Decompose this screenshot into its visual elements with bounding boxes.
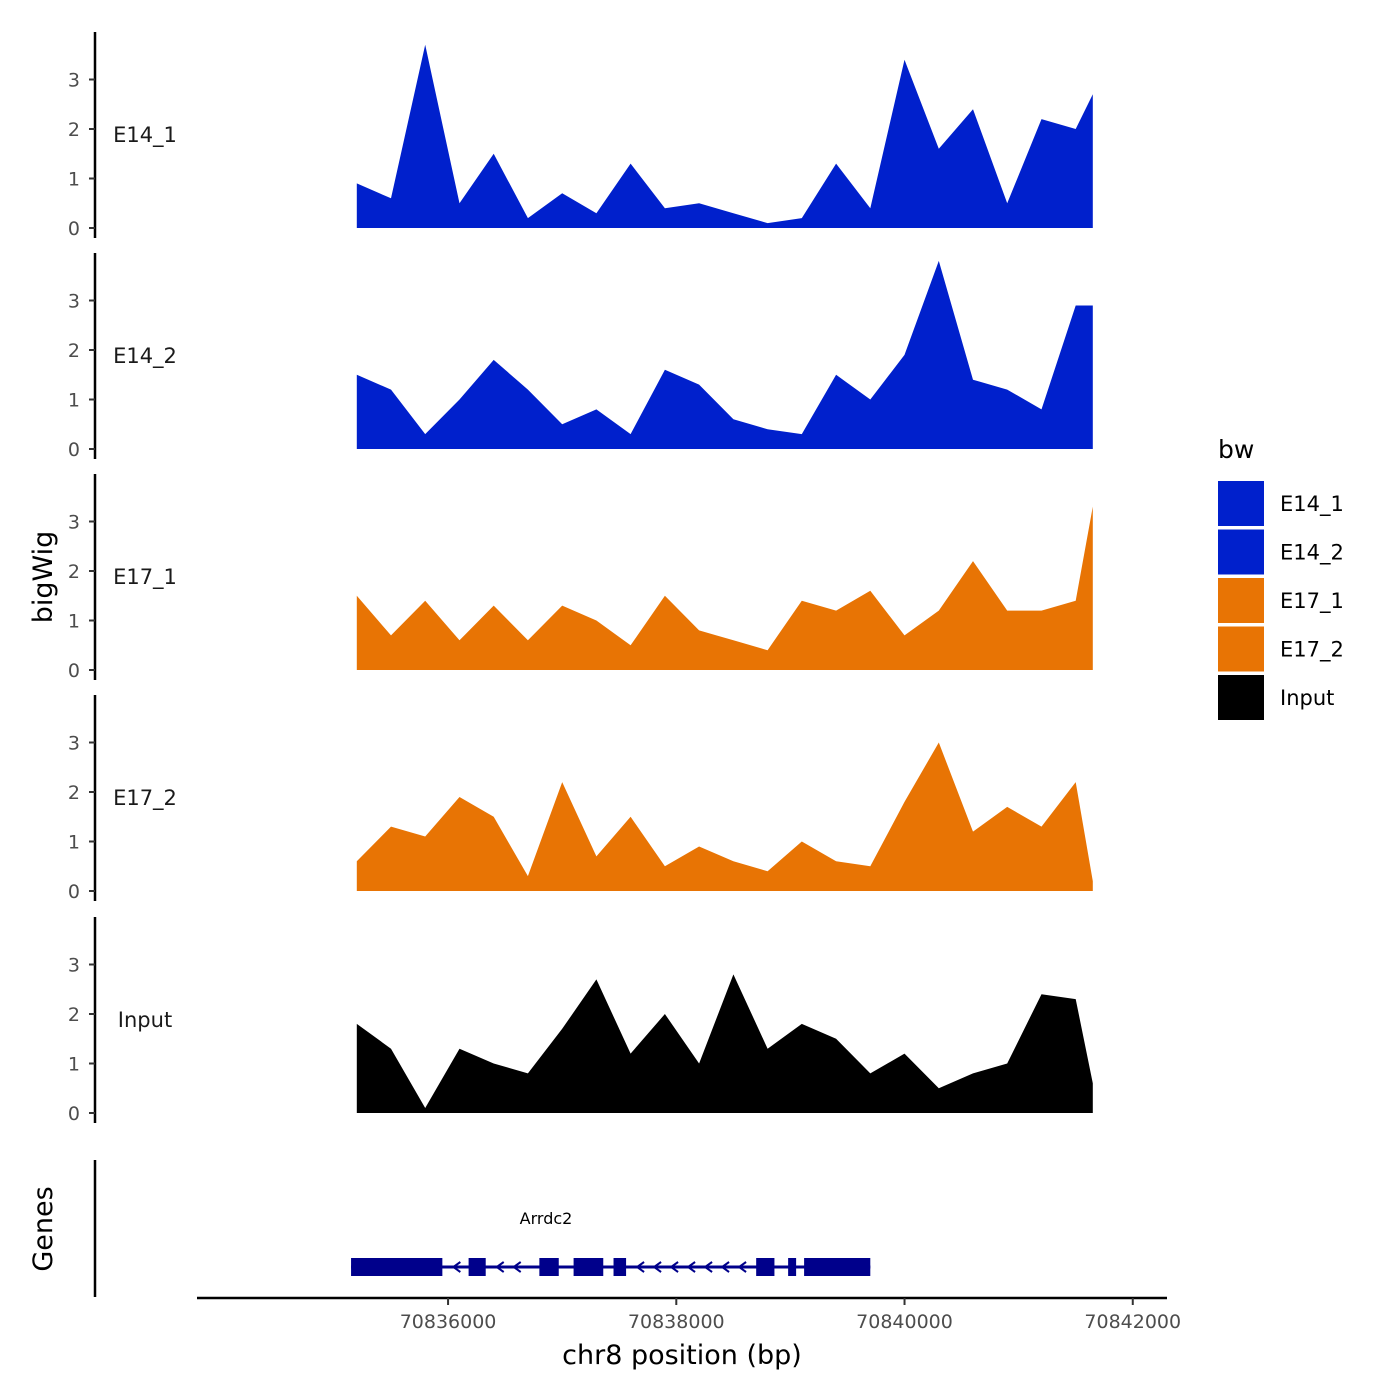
legend-label-E17_1: E17_1	[1280, 589, 1344, 614]
x-axis-title: chr8 position (bp)	[562, 1340, 802, 1371]
track-label-E17_2: E17_2	[113, 786, 177, 811]
x-tick-label-0: 70836000	[400, 1311, 497, 1333]
legend-key-E17_2	[1218, 626, 1264, 672]
y-tick-label-Input-2: 2	[68, 1004, 80, 1026]
signal-area-E17_1	[356, 506, 1093, 670]
legend-label-E14_2: E14_2	[1280, 541, 1344, 566]
strand-arrow	[686, 1261, 696, 1273]
legend-label-E17_2: E17_2	[1280, 638, 1344, 663]
legend-key-Input	[1218, 675, 1264, 720]
y-tick-label-E14_2-2: 2	[68, 340, 80, 362]
signal-area-E17_2	[356, 742, 1093, 891]
y-tick-label-E14_1-3: 3	[68, 70, 80, 92]
strand-arrow	[703, 1261, 713, 1273]
strand-arrow	[635, 1261, 645, 1273]
y-tick-label-E17_1-2: 2	[68, 561, 80, 583]
y-tick-label-E17_1-3: 3	[68, 512, 80, 534]
y-tick-label-E14_2-3: 3	[68, 291, 80, 313]
y-tick-label-E17_2-3: 3	[68, 733, 80, 755]
gene-exon-7	[804, 1258, 871, 1276]
y-tick-label-E17_2-2: 2	[68, 782, 80, 804]
x-tick-label-1: 70838000	[628, 1311, 725, 1333]
legend-key-E14_2	[1218, 529, 1264, 575]
genes-track-title: Genes	[28, 1186, 59, 1271]
strand-arrow	[451, 1261, 461, 1273]
strand-arrow	[652, 1261, 662, 1273]
strand-arrow	[669, 1261, 679, 1273]
x-tick-label-3: 70842000	[1084, 1311, 1181, 1333]
y-tick-label-E17_1-0: 0	[68, 660, 80, 682]
y-tick-label-Input-0: 0	[68, 1103, 80, 1125]
y-tick-label-E14_1-0: 0	[68, 218, 80, 240]
legend-key-E14_1	[1218, 481, 1264, 526]
track-label-Input: Input	[118, 1008, 172, 1032]
legend-key-E17_1	[1218, 578, 1264, 623]
y-tick-label-E14_2-0: 0	[68, 439, 80, 461]
gene-exon-1	[468, 1258, 486, 1276]
signal-area-Input	[356, 974, 1093, 1113]
y-tick-label-E14_1-2: 2	[68, 119, 80, 141]
legend-title: bw	[1218, 435, 1254, 464]
gene-exon-2	[539, 1258, 559, 1276]
gene-name-label: Arrdc2	[520, 1209, 573, 1228]
legend-label-Input: Input	[1280, 686, 1334, 710]
y-axis-title: bigWig	[28, 531, 59, 624]
y-tick-label-E17_1-1: 1	[68, 611, 80, 633]
track-label-E17_1: E17_1	[113, 565, 177, 590]
signal-area-E14_2	[356, 260, 1093, 449]
x-tick-label-2: 70840000	[856, 1311, 953, 1333]
gene-exon-5	[756, 1258, 775, 1276]
gene-exon-6	[788, 1258, 797, 1276]
gene-exon-4	[613, 1258, 627, 1276]
y-tick-label-E14_2-1: 1	[68, 390, 80, 412]
y-tick-label-E14_1-1: 1	[68, 169, 80, 191]
y-tick-label-E17_2-0: 0	[68, 881, 80, 903]
gene-exon-3	[573, 1258, 604, 1276]
strand-arrow	[720, 1261, 730, 1273]
y-tick-label-E17_2-1: 1	[68, 832, 80, 854]
y-tick-label-Input-1: 1	[68, 1054, 80, 1076]
strand-arrow	[494, 1261, 505, 1273]
gene-exon-0	[351, 1258, 443, 1276]
y-tick-label-Input-3: 3	[68, 955, 80, 977]
signal-area-E14_1	[356, 44, 1093, 228]
strand-arrow	[737, 1261, 747, 1273]
strand-arrow	[511, 1261, 522, 1273]
track-label-E14_2: E14_2	[113, 344, 177, 369]
track-label-E14_1: E14_1	[113, 123, 177, 148]
legend-label-E14_1: E14_1	[1280, 492, 1344, 517]
